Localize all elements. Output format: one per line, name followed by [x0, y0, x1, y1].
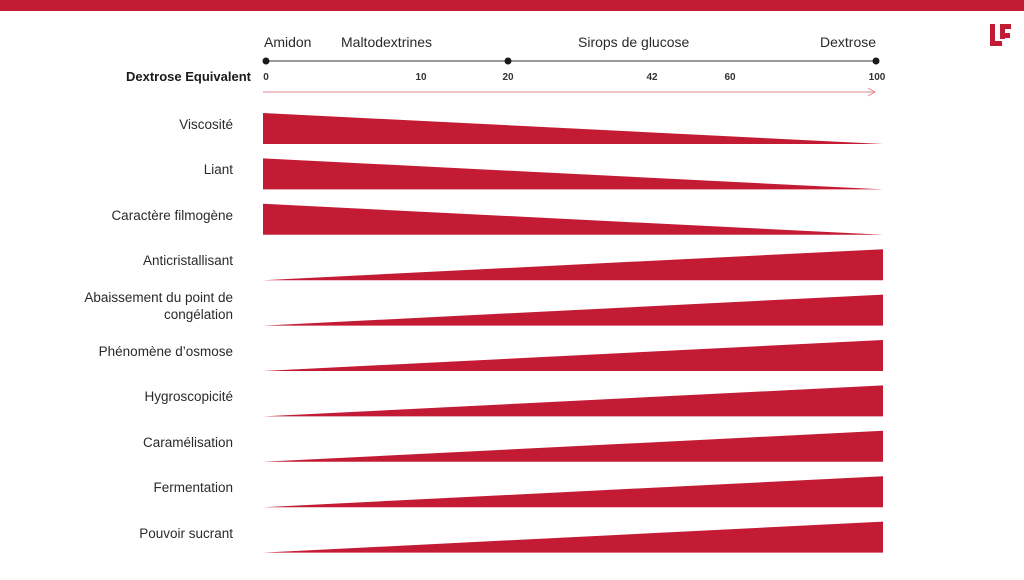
- property-label: Caramélisation: [142, 434, 233, 450]
- property-wedge: [263, 340, 883, 371]
- property-wedge: [263, 113, 883, 144]
- tick-label: 60: [724, 72, 736, 83]
- arrow-head-icon: [867, 87, 877, 97]
- category-amidon: Amidon: [264, 34, 312, 50]
- top-accent-bar: [0, 0, 1024, 11]
- property-label: Phénomène d’osmose: [98, 344, 233, 359]
- category-maltodextrines: Maltodextrines: [341, 34, 433, 50]
- property-label: Abaissement du point de congélation: [84, 290, 233, 323]
- scale-marker-dot: [262, 57, 270, 65]
- tick-label: 20: [502, 72, 514, 83]
- scale-marker-dot: [504, 57, 512, 65]
- property-label: Fermentation: [153, 480, 233, 496]
- property-label: Liant: [203, 162, 233, 178]
- tick-label: 42: [646, 72, 658, 83]
- property-wedge: [263, 476, 883, 508]
- tick-label: 0: [263, 72, 269, 83]
- category-sirops-de-glucose: Sirops de glucose: [578, 34, 690, 50]
- property-label: Caractère filmogène: [111, 207, 233, 223]
- property-wedge: [263, 158, 883, 190]
- scale-marker-dot: [872, 57, 880, 65]
- category-dextrose: Dextrose: [820, 34, 877, 50]
- property-wedges: [263, 113, 883, 553]
- property-label: Anticristallisant: [142, 253, 233, 269]
- property-label: Pouvoir sucrant: [139, 525, 233, 541]
- dextrose-equivalent-title: Dextrose Equivalent: [126, 69, 251, 84]
- property-wedge: [263, 294, 883, 326]
- property-wedge: [263, 249, 883, 281]
- tick-label: 100: [868, 72, 886, 83]
- property-wedge: [263, 521, 883, 553]
- tick-label: 10: [415, 72, 427, 83]
- property-wedge: [263, 385, 883, 417]
- property-label: Hygroscopicité: [144, 389, 233, 405]
- property-wedge: [263, 203, 883, 235]
- lf-logo-icon: LF: [990, 24, 1011, 46]
- property-wedge: [263, 430, 883, 462]
- property-label: Viscosité: [179, 117, 233, 132]
